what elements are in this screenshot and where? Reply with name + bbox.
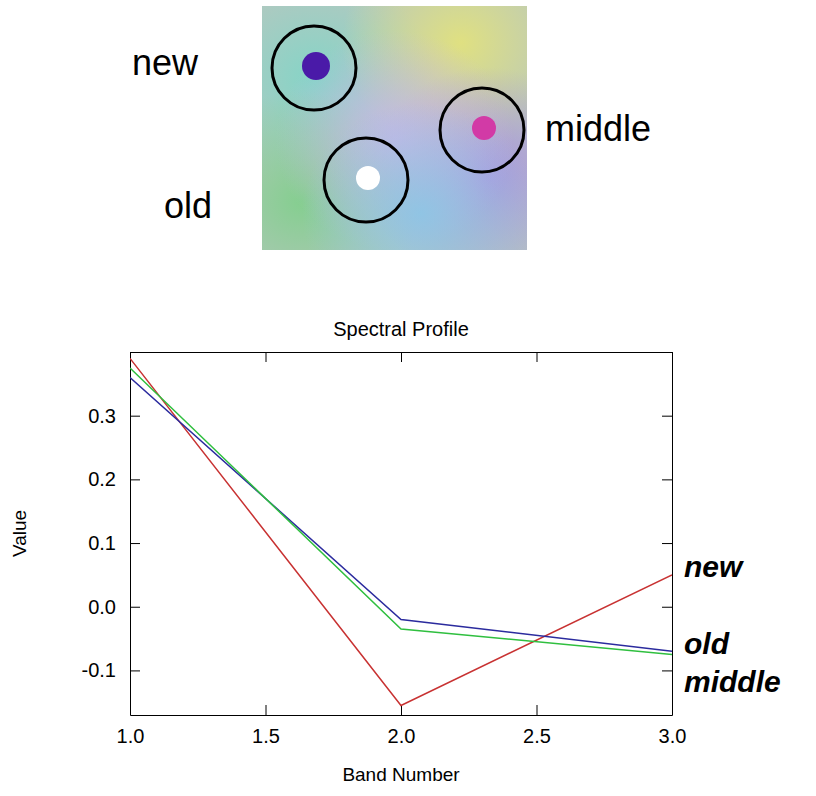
tick: [662, 607, 672, 608]
tick-mark: [537, 705, 538, 715]
x-axis: 1.0 1.5 2.0 2.5 3.0: [117, 705, 687, 747]
y-axis: -0.1 0.0 0.1 0.2 0.3: [82, 353, 140, 716]
image-spot: [472, 116, 496, 140]
tick: 0.2: [88, 468, 140, 490]
series-line: [130, 358, 672, 705]
image-texture: [262, 6, 527, 250]
tick-mark: [130, 607, 140, 608]
image-label: old: [164, 185, 212, 226]
tick-mark: [662, 543, 672, 544]
tick-mark: [130, 416, 140, 417]
tick: 0.0: [88, 596, 140, 618]
tick: [662, 670, 672, 671]
series-line: [130, 377, 672, 651]
tick: [537, 352, 538, 362]
image-label: new: [132, 42, 199, 83]
tick: [662, 479, 672, 480]
tick-label: 2.5: [523, 725, 551, 747]
tick-mark: [130, 543, 140, 544]
tick: 0.1: [88, 532, 140, 554]
tick: -0.1: [82, 659, 140, 681]
series-label: middle: [684, 665, 781, 698]
tick: [662, 543, 672, 544]
tick: 1.5: [252, 705, 280, 747]
image-spot: [356, 166, 380, 190]
tick-mark: [401, 705, 402, 715]
image-texture: [262, 6, 527, 250]
image-circle: [324, 138, 408, 222]
tick-label: 0.3: [88, 405, 116, 427]
image-texture: [262, 6, 527, 250]
image-circle: [440, 88, 524, 172]
axis-line: [672, 353, 673, 716]
tick-label: 0.2: [88, 468, 116, 490]
y-axis-title: Value: [9, 510, 30, 557]
tick-label: 0.1: [88, 532, 116, 554]
tick: [266, 352, 267, 362]
tick: 2.0: [388, 705, 416, 747]
tick-label: 1.5: [252, 725, 280, 747]
chart-title: Spectral Profile: [333, 318, 469, 340]
plot-area: [130, 358, 672, 705]
x-axis-title: Band Number: [342, 764, 460, 785]
image-ground: [262, 6, 527, 250]
tick: 2.5: [523, 705, 551, 747]
image-texture: [262, 6, 527, 250]
inset-image: [262, 6, 527, 250]
tick-mark: [130, 670, 140, 671]
tick-label: 2.0: [388, 725, 416, 747]
tick-mark: [662, 670, 672, 671]
tick-label: -0.1: [82, 659, 116, 681]
axis-line: [131, 715, 673, 716]
tick-mark: [266, 705, 267, 715]
tick-mark: [662, 416, 672, 417]
tick: [401, 352, 402, 362]
tick-mark: [537, 352, 538, 362]
tick-label: 0.0: [88, 596, 116, 618]
series-label: new: [684, 550, 744, 583]
tick-mark: [266, 352, 267, 362]
series-label: old: [684, 627, 730, 660]
image-label: middle: [545, 108, 651, 149]
tick-mark: [130, 479, 140, 480]
image-circle: [272, 26, 356, 110]
tick: 0.3: [88, 405, 140, 427]
tick: [662, 416, 672, 417]
image-texture: [262, 6, 527, 250]
x-axis-top: [131, 352, 673, 362]
y-axis-right: [662, 353, 673, 716]
axis-line: [130, 353, 131, 716]
tick-mark: [662, 607, 672, 608]
tick-mark: [662, 479, 672, 480]
tick-mark: [401, 352, 402, 362]
series-line: [130, 368, 672, 655]
tick-label: 3.0: [659, 725, 687, 747]
tick-label: 1.0: [117, 725, 145, 747]
image-texture: [262, 6, 527, 250]
image-spot: [302, 52, 330, 80]
